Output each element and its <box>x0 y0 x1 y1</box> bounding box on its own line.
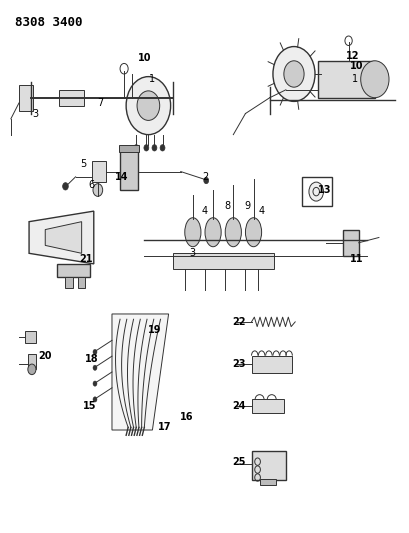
Text: 25: 25 <box>232 457 245 467</box>
Text: 12: 12 <box>345 51 359 61</box>
Polygon shape <box>112 314 168 430</box>
Circle shape <box>126 77 170 135</box>
Circle shape <box>93 381 97 386</box>
Text: 11: 11 <box>349 254 362 264</box>
Circle shape <box>308 182 323 201</box>
Text: 7: 7 <box>97 98 103 108</box>
Text: 10: 10 <box>137 53 151 63</box>
Bar <box>120 150 138 190</box>
Text: 14: 14 <box>115 172 128 182</box>
Circle shape <box>93 349 97 354</box>
Text: 6: 6 <box>88 180 94 190</box>
Text: 8: 8 <box>224 201 230 211</box>
Text: 5: 5 <box>80 159 87 168</box>
Text: 19: 19 <box>147 325 161 335</box>
Circle shape <box>272 46 314 101</box>
Circle shape <box>63 183 68 190</box>
Bar <box>28 353 36 369</box>
Bar <box>251 399 283 413</box>
Bar <box>342 230 358 256</box>
Text: 3: 3 <box>32 109 38 118</box>
Text: 20: 20 <box>38 351 52 361</box>
Text: 15: 15 <box>83 401 96 411</box>
Polygon shape <box>29 211 94 264</box>
Circle shape <box>93 365 97 370</box>
Bar <box>317 61 374 98</box>
Text: 23: 23 <box>232 359 245 369</box>
Circle shape <box>203 177 208 184</box>
Bar <box>251 356 291 373</box>
Circle shape <box>160 144 164 151</box>
Text: 17: 17 <box>157 422 171 432</box>
Text: 3: 3 <box>189 248 196 259</box>
Circle shape <box>283 61 303 87</box>
Text: 4: 4 <box>202 206 207 216</box>
Circle shape <box>93 397 97 402</box>
Bar <box>92 161 106 182</box>
Text: 13: 13 <box>317 185 330 195</box>
Bar <box>301 177 332 206</box>
Bar <box>259 479 275 486</box>
Circle shape <box>360 61 388 98</box>
Bar <box>251 451 285 480</box>
Polygon shape <box>45 222 81 253</box>
Text: 9: 9 <box>244 201 250 211</box>
Text: 18: 18 <box>85 354 98 364</box>
Bar <box>59 90 83 106</box>
Text: 1: 1 <box>149 74 155 84</box>
Ellipse shape <box>225 217 241 247</box>
Text: 24: 24 <box>232 401 245 411</box>
Bar <box>77 277 85 288</box>
Ellipse shape <box>184 217 200 247</box>
Bar <box>172 253 273 269</box>
Circle shape <box>144 144 148 151</box>
Text: 4: 4 <box>258 206 264 216</box>
Circle shape <box>28 364 36 375</box>
Bar <box>25 332 36 343</box>
Circle shape <box>133 144 138 151</box>
Text: 2: 2 <box>201 172 208 182</box>
Text: 21: 21 <box>79 254 92 264</box>
Text: 22: 22 <box>232 317 245 327</box>
Circle shape <box>137 91 160 120</box>
Text: 1: 1 <box>351 74 357 84</box>
Circle shape <box>152 144 157 151</box>
Text: 16: 16 <box>180 412 193 422</box>
Text: 10: 10 <box>349 61 362 71</box>
Bar <box>65 277 72 288</box>
Bar <box>57 264 90 277</box>
Bar <box>119 145 139 151</box>
Circle shape <box>93 184 102 196</box>
Ellipse shape <box>245 217 261 247</box>
Text: 8308 3400: 8308 3400 <box>15 16 82 29</box>
Bar <box>19 85 33 111</box>
Ellipse shape <box>204 217 220 247</box>
